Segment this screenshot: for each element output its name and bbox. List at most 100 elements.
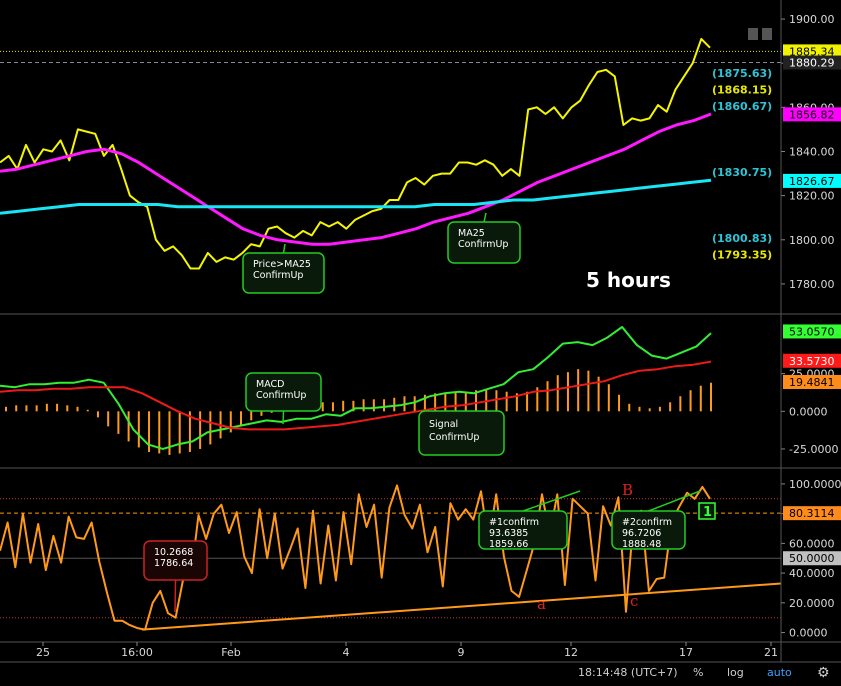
callout-text: #1confirm [489,517,539,528]
callout-text: 1859.66 [489,539,528,550]
histogram-bar [25,405,28,412]
x-tick-label: 9 [458,646,465,659]
histogram-bar [597,376,600,412]
x-tick-label: 4 [343,646,350,659]
price-tag [783,374,841,389]
pane-control-icon [762,28,772,40]
timeframe-label: 5 hours [586,268,671,292]
histogram-bar [66,405,69,412]
histogram-bar [444,393,447,412]
price-line [0,37,711,270]
callout-text: Price>MA25 [253,259,311,270]
price-tag-label: 19.4841 [789,376,835,389]
x-tick-label: 12 [564,646,578,659]
histogram-bar [679,396,682,412]
callout-text: #2confirm [622,517,672,528]
histogram-bar [199,411,202,449]
panel-dividers [0,0,841,663]
callout-text: ConfirmUp [458,239,508,250]
histogram-bar [505,391,508,412]
price-tag-label: 53.0570 [789,325,835,338]
ma-magenta-line [0,112,712,246]
price-tag [783,107,841,122]
histogram-bar [710,382,712,412]
y-tick-label: 40.0000 [789,567,835,580]
histogram-bar [5,406,7,412]
histogram-bar [546,381,549,412]
histogram-bar [464,393,467,412]
histogram-bar [56,403,59,412]
callout-pointer [174,579,177,613]
level-label: (1800.83) [712,232,772,245]
price-tag [783,55,841,70]
callout-note: Signal ConfirmUp [418,410,505,456]
level-label: (1868.15) [712,83,772,96]
histogram-bar [383,399,386,412]
time-axis[interactable]: 25 16:00 Feb 4 9 12 17 21 [36,642,778,659]
y-tick-label: 1800.00 [789,234,835,247]
callout-box [418,410,505,456]
y-tick-label: 1900.00 [789,13,835,26]
histogram-bar [607,384,610,412]
callout-text: ConfirmUp [429,432,479,443]
histogram-bar [454,391,457,412]
price-panel: 1900.001880.001860.001840.001820.001800.… [0,13,841,294]
percent-scale-toggle[interactable]: % [693,666,703,679]
histogram-bar [515,393,518,412]
oscillator-line [0,484,711,631]
price-tag [783,44,841,59]
price-tag [783,324,841,339]
histogram-bar [331,402,334,412]
histogram-bar [413,396,416,412]
histogram-bar [423,394,426,412]
histogram-bar [434,393,437,412]
ma-cyan-line [0,178,712,215]
histogram-bar [495,390,498,412]
callout-text: 10.2668 [154,547,193,558]
histogram-bar [240,411,242,427]
histogram-bar [638,406,641,412]
log-scale-toggle[interactable]: log [727,666,744,679]
callout-text: MACD [256,379,284,390]
wave-marker: B [622,481,633,499]
oscillator-panel: 100.000080.000060.000040.000020.00000.00… [0,478,841,640]
price-tag [783,353,841,368]
histogram-bar [587,370,590,412]
callout-text: 93.6385 [489,528,528,539]
callout-pointer [522,490,581,512]
callout-text: ConfirmUp [253,270,303,281]
histogram-bar [137,411,140,448]
histogram-bar [658,406,661,412]
histogram-bar [250,411,253,421]
histogram-bar [45,403,48,412]
auto-scale-toggle[interactable]: auto [767,666,792,679]
clock-readout: 18:14:48 (UTC+7) [578,666,678,679]
histogram-bar [15,405,18,412]
y-tick-label: -25.0000 [789,443,838,456]
histogram-bar [96,411,99,418]
callout-text: 1888.48 [622,539,661,550]
histogram-bar [699,385,702,412]
status-bar: 18:14:48 (UTC+7) % log auto ⚙ [578,665,830,681]
histogram-bar [556,375,559,412]
histogram-bar [188,411,191,452]
price-tag-label: 1885.34 [789,45,835,58]
x-tick-label: 25 [36,646,50,659]
wave-marker: c [630,592,638,610]
settings-gear-icon[interactable]: ⚙ [817,665,830,681]
histogram-bar [148,411,151,452]
histogram-bar [321,402,324,412]
histogram-bar [352,400,355,412]
price-tag [783,506,841,521]
level-label: (1875.63) [712,67,772,80]
histogram-bar [158,411,161,454]
price-tag-label: 1856.82 [789,108,835,121]
histogram-bar [618,394,621,412]
y-tick-label: 1840.00 [789,145,835,158]
y-tick-label: 1820.00 [789,190,835,203]
